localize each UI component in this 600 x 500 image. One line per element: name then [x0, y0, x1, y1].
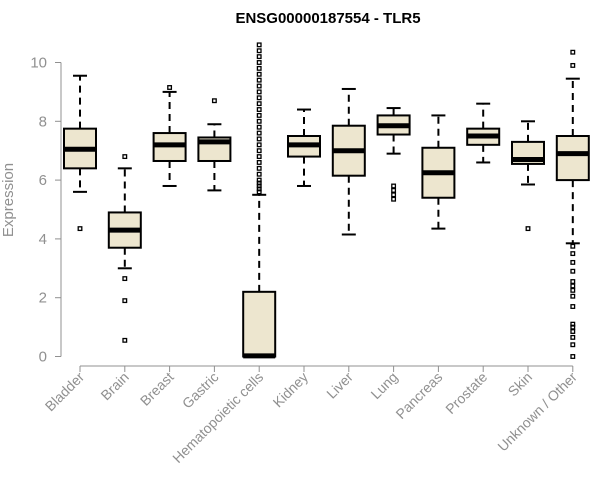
- outlier-point: [570, 251, 576, 257]
- outlier-point: [570, 304, 576, 309]
- box-group: [376, 107, 411, 202]
- outlier-point: [391, 187, 397, 193]
- outlier-point: [391, 196, 397, 202]
- outlier-point: [256, 154, 262, 160]
- box: [555, 135, 590, 182]
- outlier-point: [256, 165, 262, 171]
- outlier-point: [256, 48, 262, 54]
- x-tick-label: Brain: [97, 369, 131, 403]
- outlier-point: [391, 192, 397, 198]
- outlier-point: [570, 243, 576, 249]
- outlier-point: [211, 98, 217, 104]
- y-tick-label: 2: [39, 290, 47, 307]
- y-tick-label: 6: [39, 172, 47, 189]
- axes: 0 2 4 6 8 10: [30, 55, 574, 372]
- outlier-point: [122, 337, 128, 343]
- x-tick-label: Unknown / Other: [494, 369, 580, 455]
- outlier-point: [256, 95, 262, 101]
- outlier-point: [256, 148, 262, 154]
- outlier-point: [256, 183, 262, 189]
- x-tick-label: Pancreas: [392, 369, 445, 422]
- outlier-point: [570, 283, 576, 289]
- outlier-point: [256, 54, 262, 60]
- outlier-point: [570, 259, 576, 265]
- x-tick-label: Skin: [505, 369, 536, 400]
- box: [242, 290, 277, 358]
- box-group: [152, 85, 187, 187]
- x-tick-label: Liver: [323, 369, 356, 402]
- outlier-point: [570, 334, 576, 340]
- outlier-point: [570, 279, 576, 284]
- box-group: [331, 87, 366, 236]
- outlier-point: [256, 171, 262, 177]
- outlier-point: [256, 186, 262, 192]
- outlier-point: [570, 324, 576, 330]
- box-group: [63, 74, 97, 232]
- x-tick-label: Gastric: [179, 369, 222, 412]
- box-group: [287, 108, 321, 187]
- box-series: [63, 42, 590, 359]
- outlier-point: [256, 130, 262, 136]
- x-tick-label: Breast: [137, 369, 177, 409]
- outlier-point: [167, 85, 173, 90]
- outlier-point: [256, 101, 262, 107]
- outlier-point: [122, 298, 128, 304]
- outlier-point: [570, 49, 576, 55]
- box-group: [107, 154, 142, 343]
- outlier-point: [256, 83, 262, 89]
- chart-title: ENSG00000187554 - TLR5: [235, 10, 420, 27]
- outlier-point: [570, 329, 576, 334]
- y-axis-label: Expression: [0, 163, 17, 237]
- box-group: [421, 114, 456, 230]
- outlier-point: [256, 42, 262, 48]
- outlier-point: [256, 89, 262, 95]
- outlier-point: [122, 276, 128, 282]
- box-group: [511, 120, 545, 232]
- outlier-point: [256, 180, 262, 186]
- outlier-point: [256, 160, 262, 165]
- outlier-point: [256, 142, 262, 148]
- box-group: [555, 49, 590, 359]
- outlier-point: [256, 71, 262, 77]
- outlier-point: [570, 342, 576, 348]
- outlier-point: [391, 183, 397, 189]
- y-tick-label: 10: [30, 55, 47, 72]
- x-tick-label: Prostate: [442, 369, 490, 417]
- outlier-point: [256, 77, 262, 83]
- outlier-point: [77, 226, 83, 232]
- outlier-point: [570, 287, 576, 293]
- x-tick-label: Bladder: [42, 369, 88, 415]
- outlier-point: [570, 62, 576, 68]
- outlier-point: [256, 65, 262, 71]
- outlier-point: [570, 321, 576, 327]
- box-group: [197, 98, 232, 192]
- outlier-point: [256, 118, 262, 124]
- outlier-point: [570, 268, 576, 274]
- outlier-point: [256, 124, 262, 130]
- outlier-point: [570, 293, 576, 299]
- y-tick-label: 0: [39, 349, 47, 366]
- outlier-point: [256, 177, 262, 183]
- outlier-point: [122, 154, 128, 160]
- outlier-point: [256, 136, 262, 142]
- y-tick-label: 4: [39, 231, 47, 248]
- outlier-point: [256, 189, 262, 195]
- outlier-point: [570, 354, 576, 359]
- box-group: [242, 42, 277, 359]
- outlier-point: [256, 107, 262, 112]
- outlier-point: [256, 112, 262, 118]
- x-tick-label: Kidney: [270, 369, 312, 411]
- y-tick-label: 8: [39, 113, 47, 130]
- x-tick-label: Lung: [367, 369, 400, 402]
- outlier-point: [525, 226, 531, 232]
- box-group: [466, 102, 501, 164]
- outlier-point: [256, 60, 262, 65]
